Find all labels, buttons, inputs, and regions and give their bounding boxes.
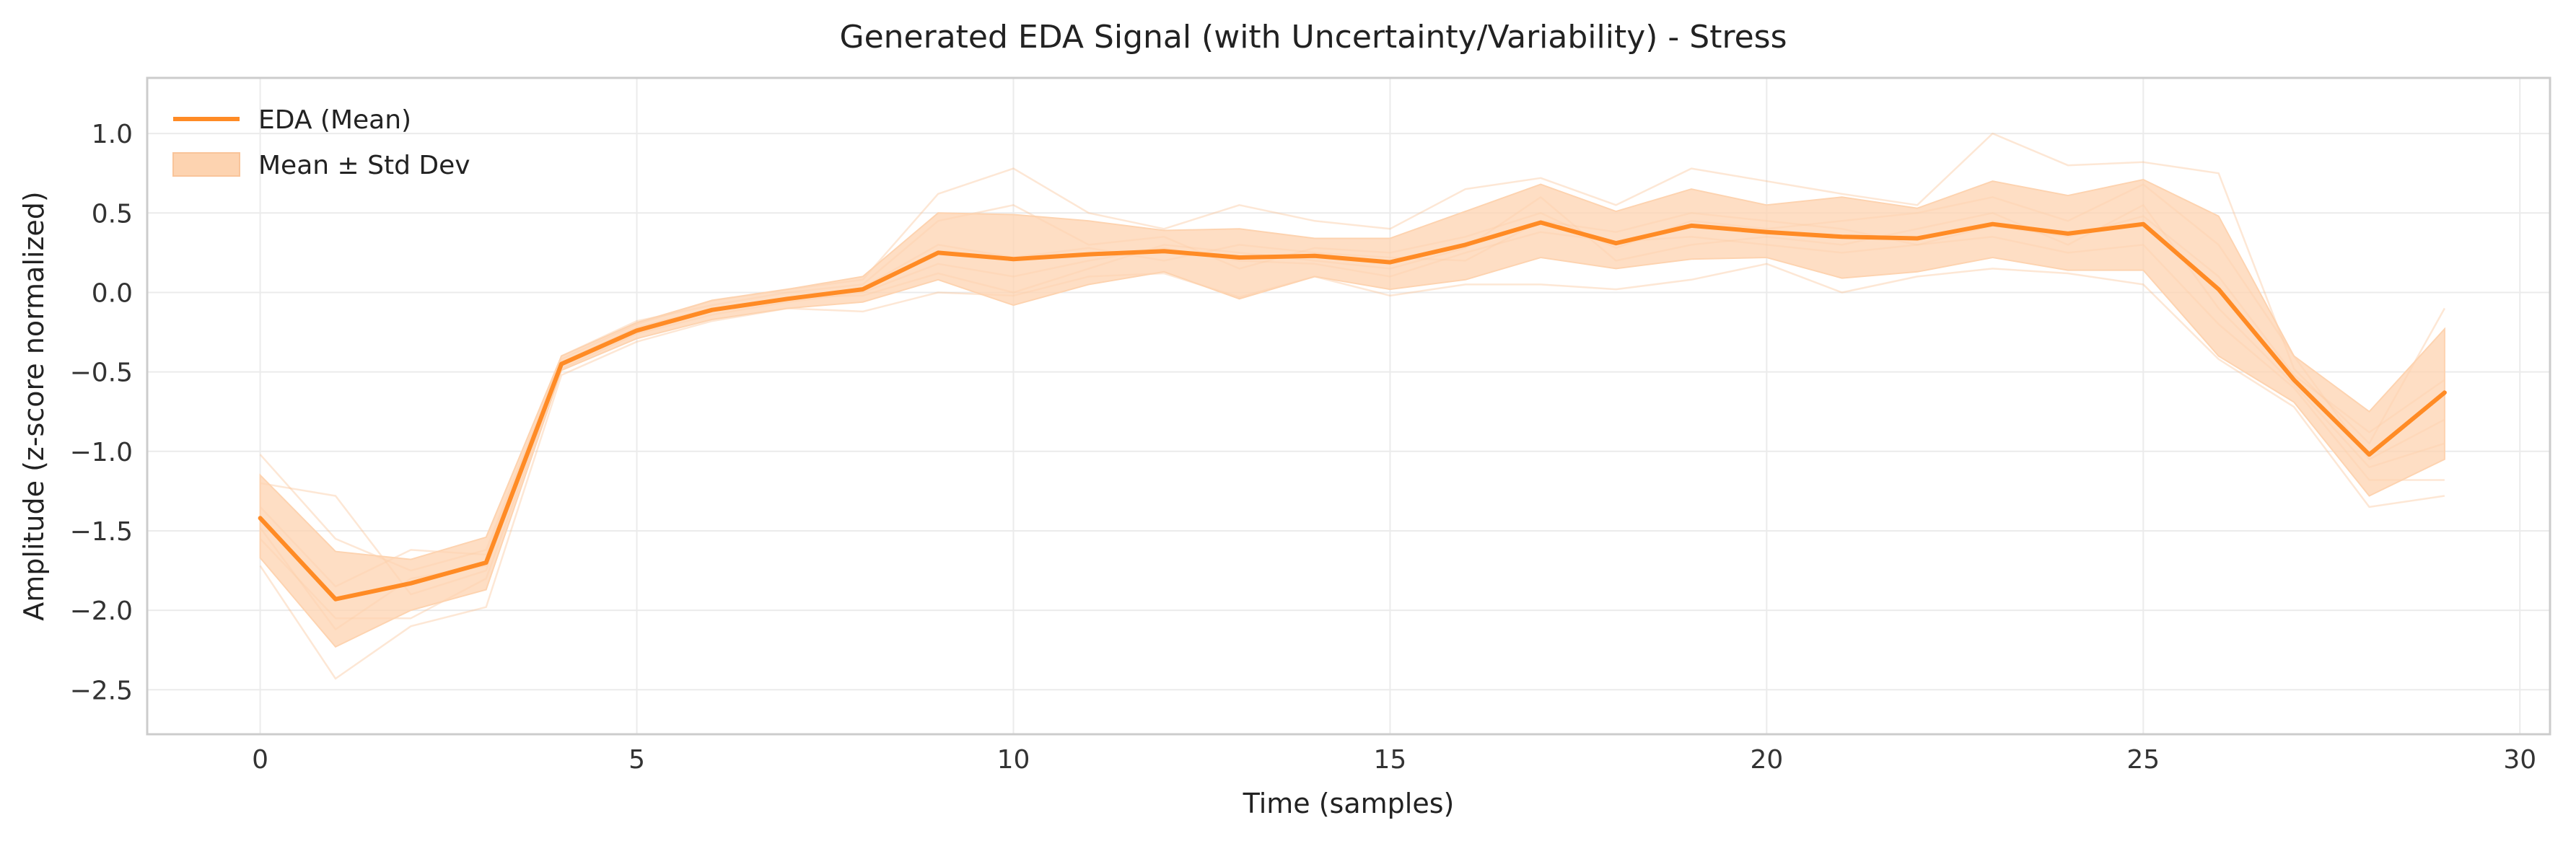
grid <box>147 78 2550 734</box>
legend-swatch-band <box>172 152 240 177</box>
y-tick-label: −0.5 <box>70 358 133 388</box>
x-tick-label: 10 <box>997 745 1030 775</box>
mean-line-layer <box>258 220 2447 602</box>
x-tick-label: 20 <box>1750 745 1783 775</box>
y-axis-ticks: 1.0 0.5 0.0 −0.5 −1.0 −1.5 −2.0 −2.5 <box>70 120 133 705</box>
y-tick-label: 0.5 <box>92 199 133 229</box>
x-tick-label: 30 <box>2503 745 2536 775</box>
x-axis-label: Time (samples) <box>1243 788 1455 819</box>
sample-realization-line <box>259 263 2445 680</box>
y-tick-label: 1.0 <box>92 120 133 149</box>
y-tick-label: 0.0 <box>92 278 133 308</box>
y-tick-label: −1.0 <box>70 438 133 467</box>
x-tick-label: 15 <box>1374 745 1407 775</box>
x-tick-label: 25 <box>2126 745 2160 775</box>
y-tick-label: −2.5 <box>70 676 133 705</box>
legend-label-band: Mean ± Std Dev <box>258 151 470 180</box>
y-tick-label: −2.0 <box>70 596 133 626</box>
legend: EDA (Mean) Mean ± Std Dev <box>172 105 470 180</box>
chart-title: Generated EDA Signal (with Uncertainty/V… <box>840 19 1787 56</box>
x-axis-ticks: 0 5 10 15 20 25 30 <box>252 745 2536 775</box>
x-tick-label: 5 <box>628 745 645 775</box>
x-tick-label: 0 <box>252 745 268 775</box>
y-tick-label: −1.5 <box>70 517 133 547</box>
mean-line <box>258 220 2447 602</box>
legend-label-mean: EDA (Mean) <box>258 105 411 135</box>
y-axis-label: Amplitude (z-score normalized) <box>18 191 50 620</box>
plot-frame <box>146 76 2551 736</box>
